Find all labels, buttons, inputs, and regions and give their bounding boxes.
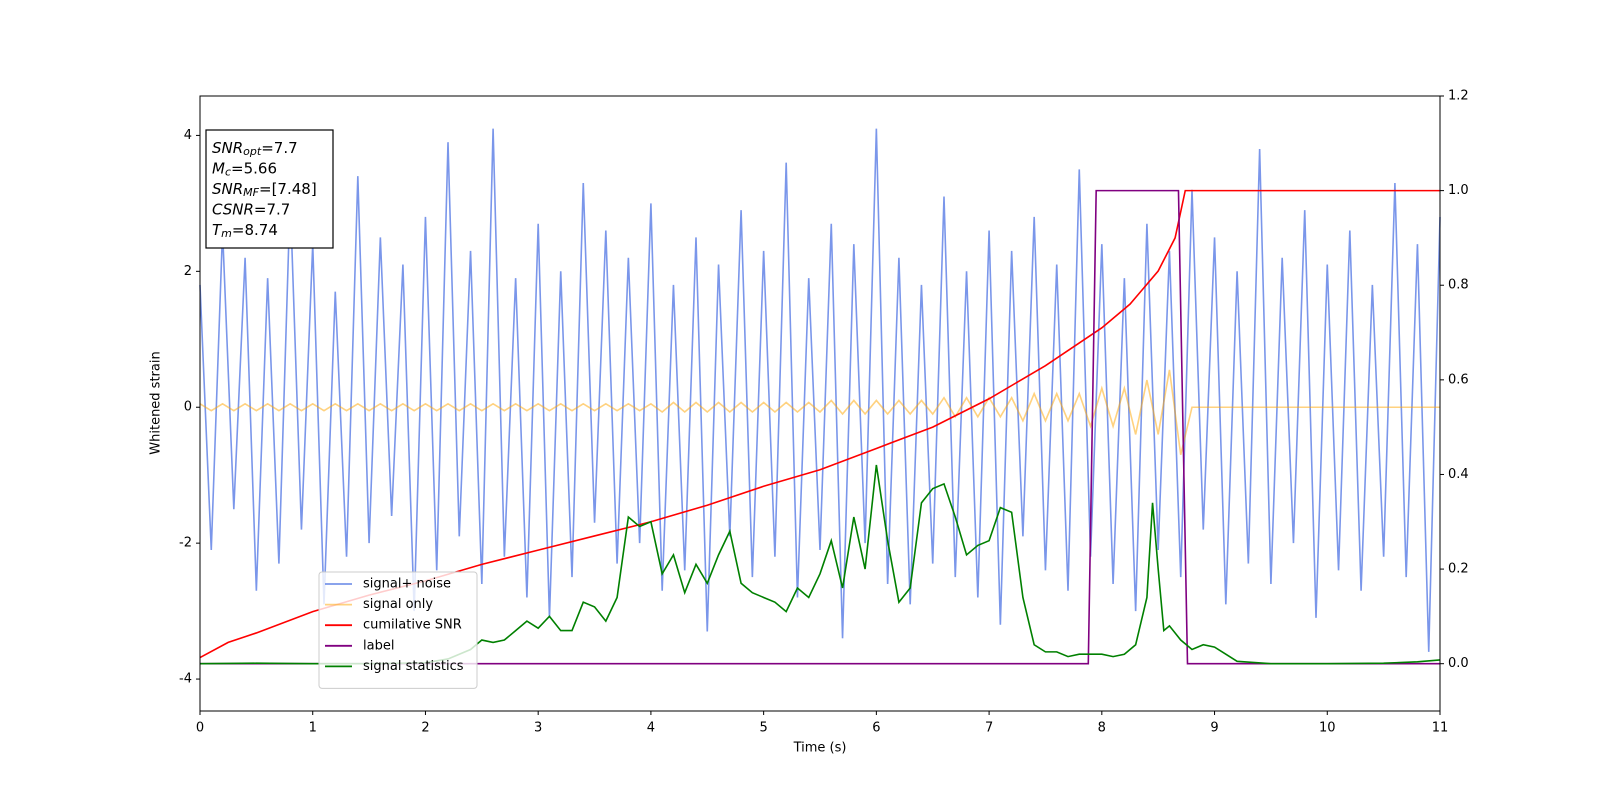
annotation-main: SNR bbox=[212, 180, 243, 198]
legend-label: signal only bbox=[363, 597, 433, 612]
x-tick-label: 3 bbox=[534, 721, 542, 736]
y2-tick-label: 0.4 bbox=[1448, 467, 1469, 482]
series-line bbox=[200, 189, 1440, 665]
y2-tick-label: 0.0 bbox=[1448, 656, 1469, 671]
annotation: Tm=8.74 bbox=[212, 221, 278, 241]
annotation-main: T bbox=[212, 221, 223, 239]
annotation-rest: =7.7 bbox=[254, 200, 290, 218]
x-axis-label: Time (s) bbox=[793, 741, 847, 756]
y-axis-label: Whitened strain bbox=[149, 351, 164, 454]
annotation-rest: =8.74 bbox=[232, 221, 278, 239]
annotation-sub: c bbox=[225, 166, 231, 179]
x-tick-label: 6 bbox=[872, 721, 880, 736]
x-tick-label: 2 bbox=[421, 721, 429, 736]
y-tick-label: 4 bbox=[184, 128, 192, 143]
legend-label: label bbox=[363, 638, 394, 653]
y2-tick-label: 0.6 bbox=[1448, 372, 1469, 387]
annotation: SNRopt=7.7 bbox=[212, 139, 298, 159]
y-tick-label: 0 bbox=[184, 400, 192, 415]
x-tick-label: 7 bbox=[985, 721, 993, 736]
y-tick-label: 2 bbox=[184, 264, 192, 279]
x-tick-label: 5 bbox=[759, 721, 767, 736]
annotation-rest: =[7.48] bbox=[259, 180, 317, 198]
series-line bbox=[199, 464, 1441, 665]
annotation-box bbox=[205, 129, 334, 249]
y-tick-label: -4 bbox=[179, 672, 192, 687]
annotation-sub: opt bbox=[243, 145, 262, 158]
x-tick-label: 8 bbox=[1098, 721, 1106, 736]
y-tick-label: -2 bbox=[179, 536, 192, 551]
x-tick-label: 10 bbox=[1319, 721, 1336, 736]
x-tick-label: 9 bbox=[1210, 721, 1218, 736]
y2-tick-label: 1.2 bbox=[1448, 89, 1469, 104]
annotation-main: SNR bbox=[212, 139, 243, 157]
legend-box bbox=[318, 571, 478, 689]
annotation-main: CSNR bbox=[212, 200, 254, 218]
x-tick-label: 11 bbox=[1432, 721, 1449, 736]
annotation: Mc=5.66 bbox=[212, 159, 277, 179]
annotation: SNRMF=[7.48] bbox=[212, 180, 317, 200]
x-tick-label: 0 bbox=[196, 721, 204, 736]
annotation-rest: =5.66 bbox=[231, 159, 277, 177]
x-tick-label: 1 bbox=[309, 721, 317, 736]
series-line bbox=[199, 128, 1441, 652]
y2-tick-label: 0.2 bbox=[1448, 562, 1469, 577]
legend-label: signal statistics bbox=[363, 659, 464, 674]
y2-tick-label: 0.8 bbox=[1448, 278, 1469, 293]
legend-label: signal+ noise bbox=[363, 577, 451, 592]
legend-label: cumilative SNR bbox=[363, 618, 462, 633]
annotation-sub: MF bbox=[243, 186, 259, 199]
y2-tick-label: 1.0 bbox=[1448, 183, 1469, 198]
annotation-sub: m bbox=[221, 227, 232, 240]
annotation-main: M bbox=[212, 159, 225, 177]
annotation-rest: =7.7 bbox=[261, 139, 297, 157]
annotation: CSNR=7.7 bbox=[212, 200, 290, 218]
x-tick-label: 4 bbox=[647, 721, 655, 736]
series-line bbox=[199, 369, 1440, 455]
plot-frame bbox=[199, 95, 1441, 712]
